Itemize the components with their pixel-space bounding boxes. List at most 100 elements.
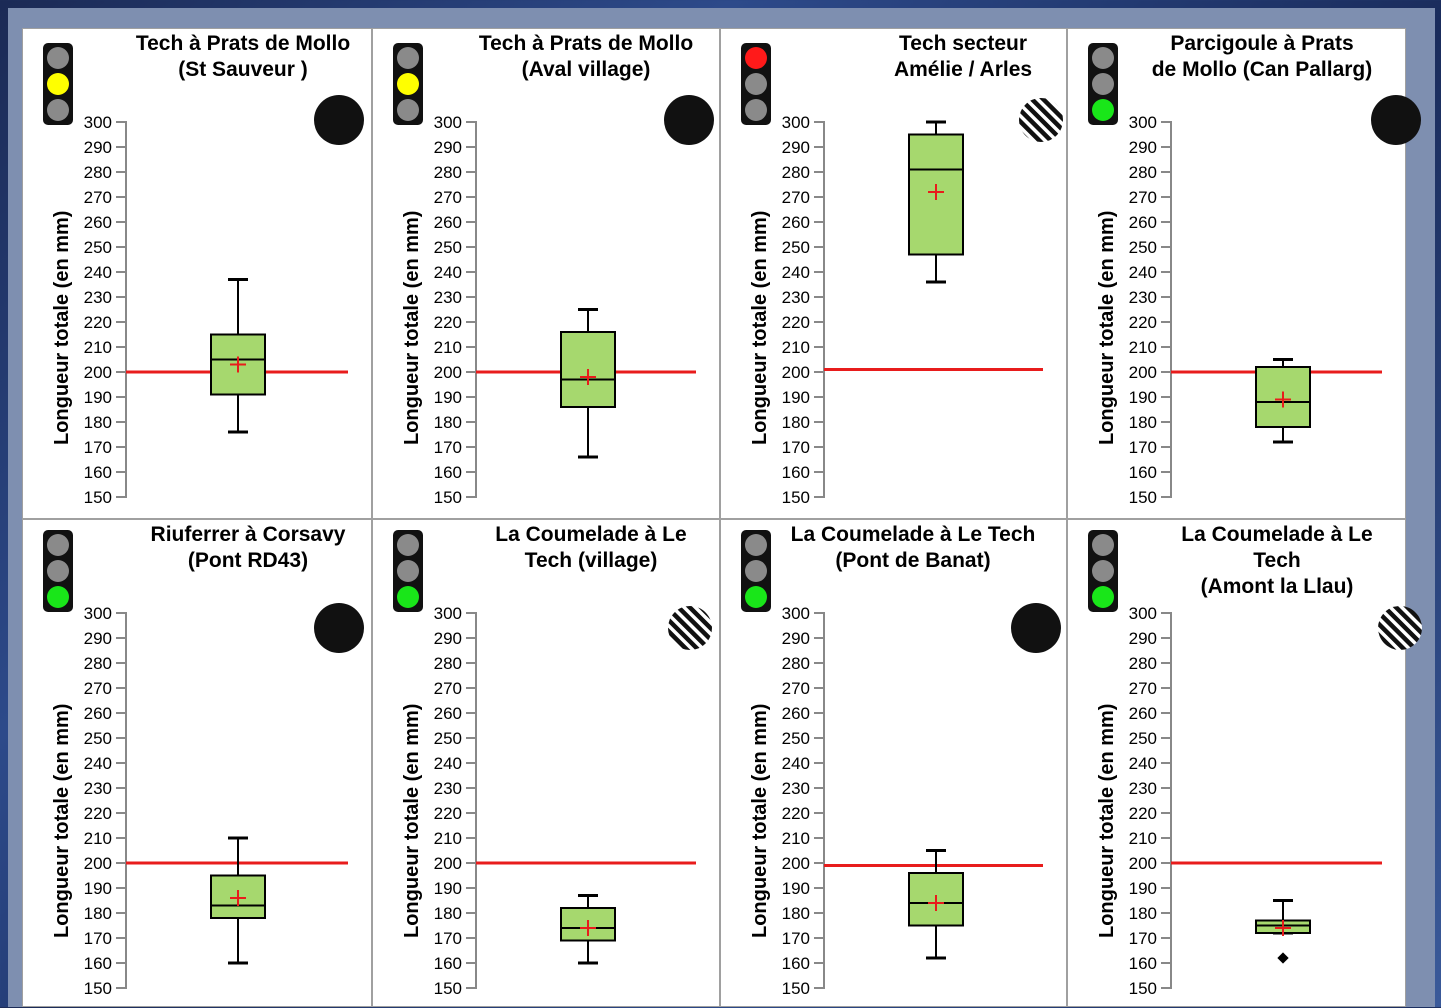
traffic-light-icon <box>1088 43 1118 125</box>
chart-panel: Tech à Prats de Mollo (Aval village) Long… <box>372 28 720 519</box>
y-tick-label: 290 <box>782 138 810 157</box>
y-tick-label: 280 <box>434 163 462 182</box>
y-tick-label: 300 <box>1129 604 1157 623</box>
chart-panel: Parcigoule à Prats de Mollo (Can Pallarg… <box>1067 28 1421 519</box>
y-tick-label: 180 <box>84 904 112 923</box>
y-tick-label: 250 <box>1129 729 1157 748</box>
traffic-lamp-green <box>47 99 69 121</box>
y-tick-label: 190 <box>434 879 462 898</box>
y-tick-label: 270 <box>782 188 810 207</box>
box-iqr <box>1255 366 1311 428</box>
y-tick-label: 250 <box>782 238 810 257</box>
outlier-point <box>1277 952 1289 964</box>
traffic-lamp-yellow <box>745 73 767 95</box>
y-tick-label: 180 <box>434 413 462 432</box>
y-tick-label: 240 <box>434 263 462 282</box>
y-tick-label: 160 <box>1129 463 1157 482</box>
y-tick-label: 260 <box>1129 704 1157 723</box>
traffic-lamp-yellow <box>1092 73 1114 95</box>
chart-panel: La Coumelade à Le Tech (Amont la Llau) Lo… <box>1067 519 1422 1007</box>
solid-circle-icon <box>1371 95 1421 145</box>
y-tick-label: 220 <box>1129 313 1157 332</box>
y-tick-label: 270 <box>84 679 112 698</box>
y-tick-label: 300 <box>84 604 112 623</box>
y-tick-label: 150 <box>434 488 462 507</box>
solid-circle-icon <box>1011 603 1061 653</box>
y-tick-label: 220 <box>782 804 810 823</box>
y-tick-label: 170 <box>434 438 462 457</box>
traffic-light-icon <box>741 530 771 612</box>
y-tick-label: 200 <box>1129 854 1157 873</box>
y-tick-label: 230 <box>84 288 112 307</box>
y-tick-label: 150 <box>84 488 112 507</box>
y-tick-label: 160 <box>1129 954 1157 973</box>
y-tick-label: 260 <box>782 704 810 723</box>
y-tick-label: 160 <box>782 954 810 973</box>
y-tick-label: 290 <box>84 138 112 157</box>
traffic-lamp-red <box>47 534 69 556</box>
chart-plot: 150 160 170 180 190 200 210 220 230 240 250 260 270 2… <box>1129 95 1421 507</box>
traffic-lamp-yellow <box>1092 560 1114 582</box>
hatched-circle-icon <box>668 606 712 650</box>
traffic-lamp-red <box>745 534 767 556</box>
traffic-lamp-green <box>745 99 767 121</box>
traffic-lamp-red <box>397 534 419 556</box>
y-tick-label: 280 <box>782 654 810 673</box>
solid-circle-icon <box>314 603 364 653</box>
y-tick-label: 150 <box>1129 979 1157 998</box>
y-tick-label: 180 <box>1129 904 1157 923</box>
y-tick-label: 190 <box>782 388 810 407</box>
y-tick-label: 290 <box>434 629 462 648</box>
y-tick-label: 230 <box>84 779 112 798</box>
y-tick-label: 240 <box>434 754 462 773</box>
y-tick-label: 200 <box>1129 363 1157 382</box>
y-tick-label: 250 <box>782 729 810 748</box>
y-tick-label: 220 <box>84 804 112 823</box>
traffic-lamp-green <box>47 586 69 608</box>
y-tick-label: 260 <box>434 213 462 232</box>
y-tick-label: 200 <box>434 363 462 382</box>
y-tick-label: 250 <box>84 238 112 257</box>
y-tick-label: 230 <box>782 288 810 307</box>
y-tick-label: 190 <box>1129 879 1157 898</box>
solid-circle-icon <box>664 95 714 145</box>
chart-plot: 150 160 170 180 190 200 210 220 230 240 250 260 270 2… <box>84 95 364 507</box>
chart-plot: 150 160 170 180 190 200 210 220 230 240 250 260 270 2… <box>434 95 714 507</box>
solid-circle-icon <box>314 95 364 145</box>
y-tick-label: 180 <box>782 904 810 923</box>
y-tick-label: 280 <box>1129 163 1157 182</box>
traffic-lamp-red <box>1092 534 1114 556</box>
chart-title: Tech à Prats de Mollo (St Sauveur ) <box>135 32 351 81</box>
y-tick-label: 250 <box>434 729 462 748</box>
y-tick-label: 250 <box>1129 238 1157 257</box>
traffic-light-icon <box>393 43 423 125</box>
y-tick-label: 240 <box>1129 754 1157 773</box>
hatched-circle-icon <box>1019 98 1063 142</box>
y-tick-label: 260 <box>782 213 810 232</box>
y-tick-label: 250 <box>434 238 462 257</box>
chart-plot: 150 160 170 180 190 200 210 220 230 240 250 260 270 2… <box>434 604 712 998</box>
y-tick-label: 190 <box>84 879 112 898</box>
traffic-lamp-yellow <box>397 560 419 582</box>
chart-plot: 150 160 170 180 190 200 210 220 230 240 250 260 270 2… <box>782 603 1061 998</box>
y-tick-label: 170 <box>434 929 462 948</box>
chart-title: La Coumelade à Le Tech (village) <box>495 523 687 572</box>
y-tick-label: 210 <box>782 829 810 848</box>
y-tick-label: 260 <box>1129 213 1157 232</box>
chart-panel: La Coumelade à Le Tech (Pont de Banat) Lo… <box>720 519 1067 1007</box>
traffic-lamp-green <box>1092 99 1114 121</box>
y-tick-label: 210 <box>1129 829 1157 848</box>
chart-plot: 150 160 170 180 190 200 210 220 230 240 250 260 270 2… <box>782 98 1063 507</box>
y-tick-label: 190 <box>84 388 112 407</box>
traffic-lamp-red <box>47 47 69 69</box>
y-tick-label: 170 <box>1129 929 1157 948</box>
y-tick-label: 260 <box>434 704 462 723</box>
y-tick-label: 300 <box>782 604 810 623</box>
hatched-circle-icon <box>1378 606 1422 650</box>
y-tick-label: 190 <box>1129 388 1157 407</box>
y-tick-label: 170 <box>84 929 112 948</box>
y-tick-label: 260 <box>84 704 112 723</box>
y-tick-label: 240 <box>782 754 810 773</box>
y-tick-label: 220 <box>434 804 462 823</box>
y-tick-label: 280 <box>84 163 112 182</box>
